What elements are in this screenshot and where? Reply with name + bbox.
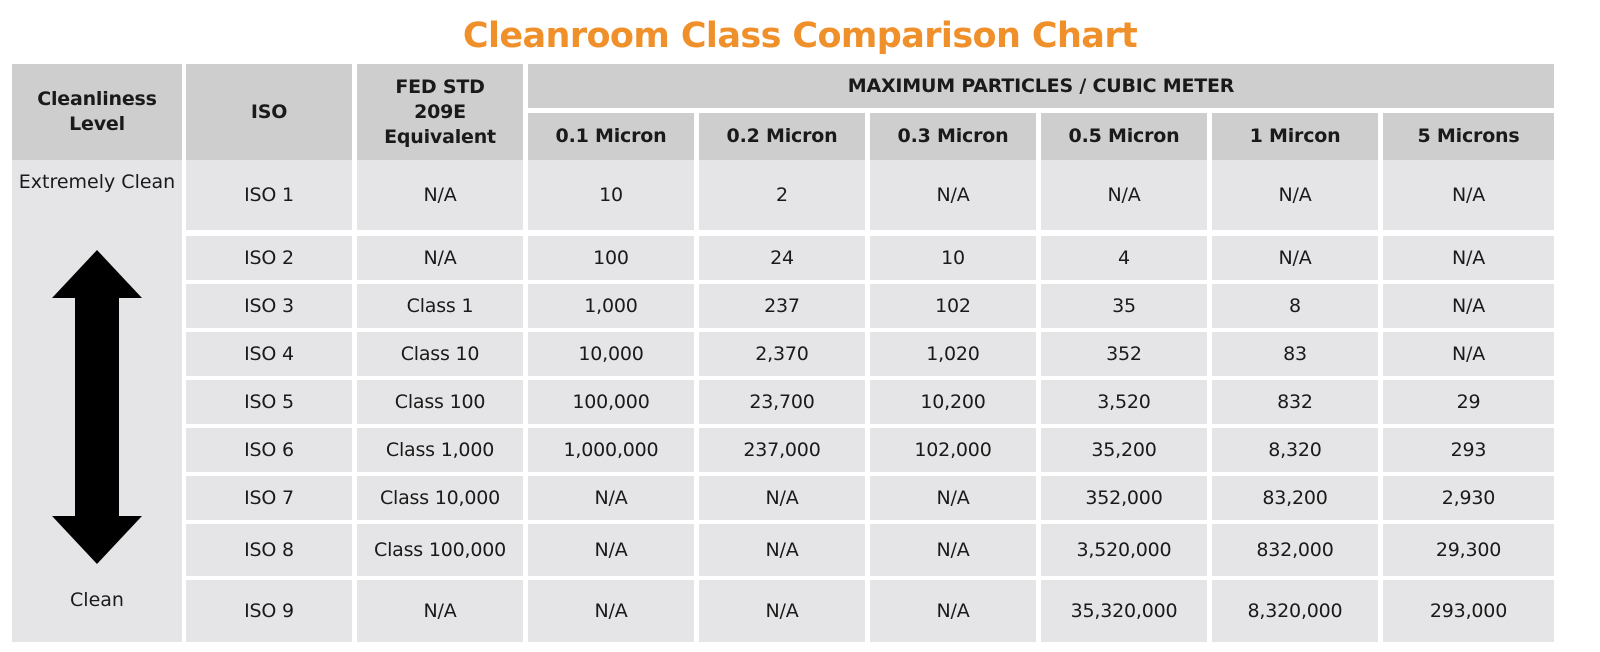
row-iso-class: ISO 8 bbox=[186, 524, 352, 576]
header-max-particles: MAXIMUM PARTICLES / CUBIC METER bbox=[528, 64, 1554, 108]
row-particle-count: 832,000 bbox=[1212, 524, 1378, 576]
row-particle-count: 83 bbox=[1212, 332, 1378, 376]
row-particle-count: 24 bbox=[699, 236, 865, 280]
row-particle-count: N/A bbox=[870, 580, 1036, 642]
cleanroom-table: Cleanliness Level ISO FED STD 209E Equiv… bbox=[12, 64, 1587, 642]
row-iso-class: ISO 4 bbox=[186, 332, 352, 376]
row-particle-count: N/A bbox=[699, 580, 865, 642]
row-particle-count: N/A bbox=[699, 476, 865, 520]
row-particle-count: 100,000 bbox=[528, 380, 694, 424]
row-iso-class: ISO 3 bbox=[186, 284, 352, 328]
row-particle-count: N/A bbox=[699, 524, 865, 576]
header-size-2: 0.3 Micron bbox=[870, 113, 1036, 160]
row-particle-count: 102,000 bbox=[870, 428, 1036, 472]
row-particle-count: 352 bbox=[1041, 332, 1207, 376]
row-particle-count: 10 bbox=[870, 236, 1036, 280]
row-particle-count: 237 bbox=[699, 284, 865, 328]
row-particle-count: 3,520 bbox=[1041, 380, 1207, 424]
page-title: Cleanroom Class Comparison Chart bbox=[462, 16, 1138, 56]
row-particle-count: N/A bbox=[528, 476, 694, 520]
row-particle-count: 35,200 bbox=[1041, 428, 1207, 472]
row-fed-equivalent: Class 1 bbox=[357, 284, 523, 328]
row-particle-count: 293 bbox=[1383, 428, 1554, 472]
row-particle-count: 237,000 bbox=[699, 428, 865, 472]
row-particle-count: 23,700 bbox=[699, 380, 865, 424]
row-iso-class: ISO 9 bbox=[186, 580, 352, 642]
level-label-extremely-clean: Extremely Clean bbox=[18, 171, 176, 193]
row-particle-count: 832 bbox=[1212, 380, 1378, 424]
row-fed-equivalent: N/A bbox=[357, 580, 523, 642]
row-iso-class: ISO 7 bbox=[186, 476, 352, 520]
row-particle-count: 100 bbox=[528, 236, 694, 280]
row-particle-count: N/A bbox=[1383, 332, 1554, 376]
row-particle-count: 102 bbox=[870, 284, 1036, 328]
row-particle-count: 83,200 bbox=[1212, 476, 1378, 520]
row-particle-count: N/A bbox=[1212, 160, 1378, 230]
header-iso: ISO bbox=[186, 64, 352, 160]
row-particle-count: N/A bbox=[870, 476, 1036, 520]
row-particle-count: 352,000 bbox=[1041, 476, 1207, 520]
row-fed-equivalent: Class 100,000 bbox=[357, 524, 523, 576]
row-iso-class: ISO 1 bbox=[186, 160, 352, 230]
row-particle-count: N/A bbox=[870, 160, 1036, 230]
cleanliness-level-column: Extremely Clean Clean bbox=[12, 160, 182, 642]
row-fed-equivalent: Class 100 bbox=[357, 380, 523, 424]
row-fed-equivalent: N/A bbox=[357, 236, 523, 280]
row-iso-class: ISO 2 bbox=[186, 236, 352, 280]
level-label-clean: Clean bbox=[70, 589, 124, 611]
row-particle-count: 2 bbox=[699, 160, 865, 230]
row-particle-count: 8,320,000 bbox=[1212, 580, 1378, 642]
row-particle-count: 35 bbox=[1041, 284, 1207, 328]
row-particle-count: 10,000 bbox=[528, 332, 694, 376]
row-particle-count: 29,300 bbox=[1383, 524, 1554, 576]
row-particle-count: 1,020 bbox=[870, 332, 1036, 376]
header-size-3: 0.5 Micron bbox=[1041, 113, 1207, 160]
row-fed-equivalent: Class 10 bbox=[357, 332, 523, 376]
row-fed-equivalent: Class 10,000 bbox=[357, 476, 523, 520]
header-size-5: 5 Microns bbox=[1383, 113, 1554, 160]
row-particle-count: N/A bbox=[1041, 160, 1207, 230]
row-particle-count: N/A bbox=[1383, 284, 1554, 328]
row-iso-class: ISO 5 bbox=[186, 380, 352, 424]
row-particle-count: 1,000,000 bbox=[528, 428, 694, 472]
header-fed-std: FED STD 209E Equivalent bbox=[357, 64, 523, 160]
row-particle-count: N/A bbox=[1383, 160, 1554, 230]
row-iso-class: ISO 6 bbox=[186, 428, 352, 472]
row-particle-count: N/A bbox=[1212, 236, 1378, 280]
row-particle-count: 2,930 bbox=[1383, 476, 1554, 520]
row-particle-count: 10,200 bbox=[870, 380, 1036, 424]
header-cleanliness-level: Cleanliness Level bbox=[12, 64, 182, 160]
header-size-4: 1 Mircon bbox=[1212, 113, 1378, 160]
row-particle-count: N/A bbox=[870, 524, 1036, 576]
row-particle-count: 35,320,000 bbox=[1041, 580, 1207, 642]
row-particle-count: N/A bbox=[1383, 236, 1554, 280]
row-particle-count: 8 bbox=[1212, 284, 1378, 328]
header-size-1: 0.2 Micron bbox=[699, 113, 865, 160]
row-particle-count: 8,320 bbox=[1212, 428, 1378, 472]
header-size-0: 0.1 Micron bbox=[528, 113, 694, 160]
row-fed-equivalent: Class 1,000 bbox=[357, 428, 523, 472]
row-particle-count: N/A bbox=[528, 580, 694, 642]
row-particle-count: 29 bbox=[1383, 380, 1554, 424]
row-particle-count: 4 bbox=[1041, 236, 1207, 280]
row-particle-count: 3,520,000 bbox=[1041, 524, 1207, 576]
row-particle-count: N/A bbox=[528, 524, 694, 576]
row-particle-count: 10 bbox=[528, 160, 694, 230]
row-fed-equivalent: N/A bbox=[357, 160, 523, 230]
row-particle-count: 293,000 bbox=[1383, 580, 1554, 642]
double-arrow-vertical-icon bbox=[52, 250, 142, 568]
row-particle-count: 1,000 bbox=[528, 284, 694, 328]
row-particle-count: 2,370 bbox=[699, 332, 865, 376]
